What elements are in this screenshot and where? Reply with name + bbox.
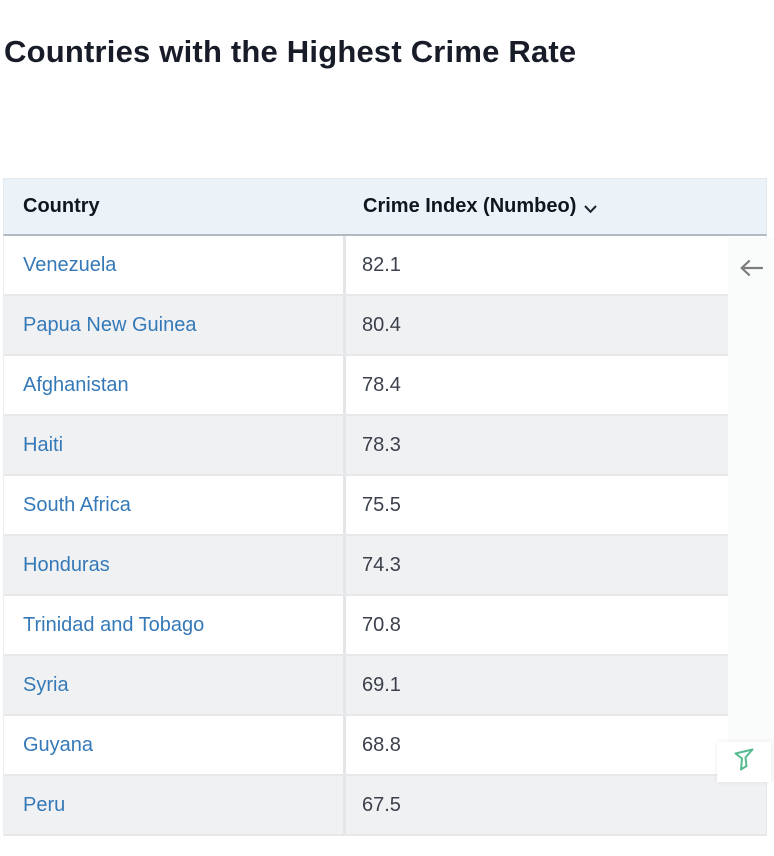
country-cell: Peru <box>4 776 346 834</box>
table-row: Syria 69.1 <box>4 656 766 716</box>
table-header-row: Country Crime Index (Numbeo) <box>3 178 767 236</box>
country-cell: Papua New Guinea <box>4 296 346 354</box>
table-row: Haiti 78.3 <box>4 416 766 476</box>
crime-index-value: 70.8 <box>362 613 401 636</box>
table-row: Peru 67.5 <box>4 776 766 836</box>
country-cell: Honduras <box>4 536 346 594</box>
table-row: Guyana 68.8 <box>4 716 766 776</box>
table-row: Afghanistan 78.4 <box>4 356 766 416</box>
crime-rate-table: Country Crime Index (Numbeo) Venezuela 8… <box>3 178 767 836</box>
crime-index-value: 78.4 <box>362 373 401 396</box>
table-row: Trinidad and Tobago 70.8 <box>4 596 766 656</box>
column-header-country[interactable]: Country <box>23 195 100 217</box>
chevron-down-icon[interactable] <box>583 197 598 220</box>
country-link[interactable]: Syria <box>23 673 69 696</box>
country-link[interactable]: Afghanistan <box>23 373 129 396</box>
crime-index-value: 67.5 <box>362 793 401 816</box>
crime-index-value: 69.1 <box>362 673 401 696</box>
country-cell: Afghanistan <box>4 356 346 414</box>
arrow-left-icon[interactable] <box>728 254 774 282</box>
table-row: Papua New Guinea 80.4 <box>4 296 766 356</box>
crime-index-value: 74.3 <box>362 553 401 576</box>
crime-index-value: 80.4 <box>362 313 401 336</box>
crime-index-value: 82.1 <box>362 253 401 276</box>
page-title: Countries with the Highest Crime Rate <box>4 34 577 69</box>
crime-index-value: 78.3 <box>362 433 401 456</box>
country-cell: Syria <box>4 656 346 714</box>
country-link[interactable]: Papua New Guinea <box>23 313 197 336</box>
country-cell: Guyana <box>4 716 346 774</box>
table-row: Venezuela 82.1 <box>4 236 766 296</box>
country-cell: South Africa <box>4 476 346 534</box>
table-capture-button[interactable] <box>717 742 771 782</box>
country-link[interactable]: South Africa <box>23 493 131 516</box>
table-row: South Africa 75.5 <box>4 476 766 536</box>
column-header-crime-index-label: Crime Index (Numbeo) <box>363 195 577 217</box>
country-cell: Haiti <box>4 416 346 474</box>
filter-funnel-icon <box>733 747 755 777</box>
country-link[interactable]: Honduras <box>23 553 110 576</box>
table-row: Honduras 74.3 <box>4 536 766 596</box>
country-cell: Trinidad and Tobago <box>4 596 346 654</box>
country-link[interactable]: Venezuela <box>23 253 117 276</box>
country-link[interactable]: Guyana <box>23 733 94 756</box>
country-link[interactable]: Peru <box>23 793 66 816</box>
column-header-crime-index[interactable]: Crime Index (Numbeo) <box>347 194 766 220</box>
table-body: Venezuela 82.1 Papua New Guinea 80.4 Afg… <box>3 236 767 836</box>
country-link[interactable]: Haiti <box>23 433 64 456</box>
crime-index-value: 68.8 <box>362 733 401 756</box>
extension-overlay-panel <box>728 238 774 782</box>
country-link[interactable]: Trinidad and Tobago <box>23 613 205 636</box>
crime-index-value: 75.5 <box>362 493 401 516</box>
country-cell: Venezuela <box>4 236 346 294</box>
